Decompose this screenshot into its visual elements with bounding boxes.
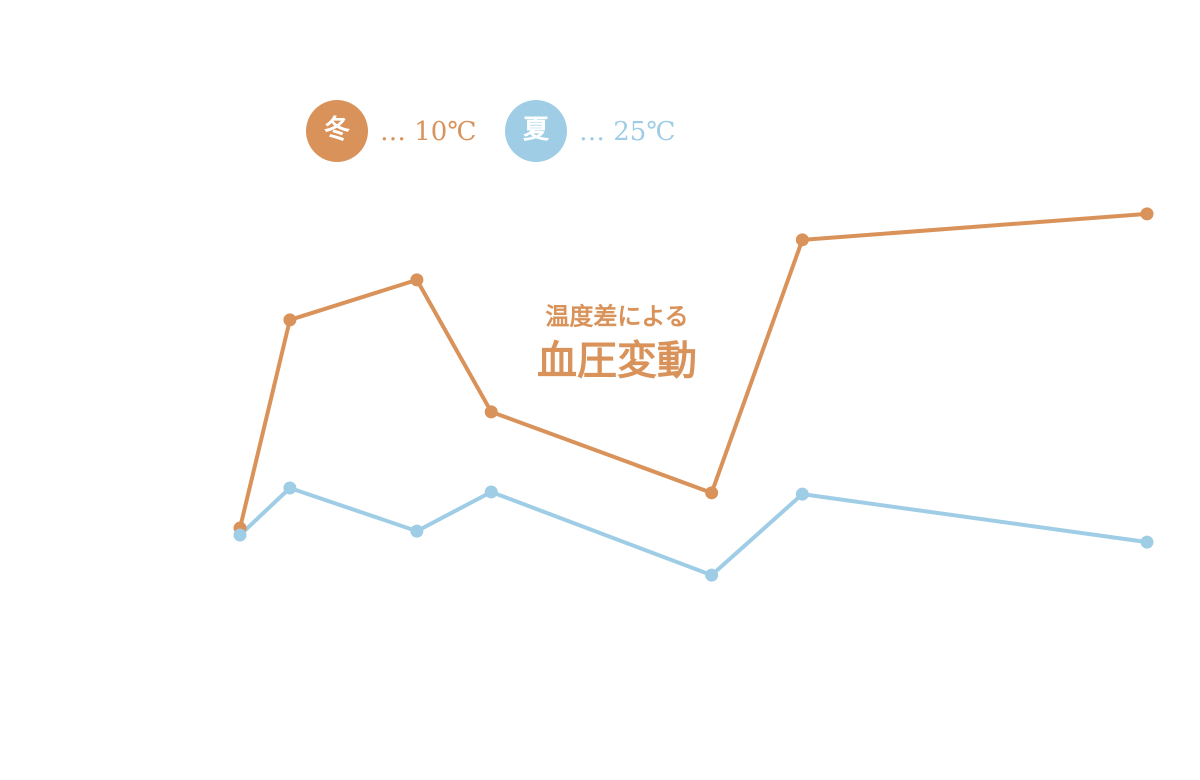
series-line	[238, 486, 1148, 578]
data-point	[705, 486, 719, 500]
annotation-line: 温度差による	[545, 302, 688, 331]
legend-swatch	[505, 100, 567, 162]
data-point	[705, 568, 719, 582]
data-point	[410, 524, 424, 538]
annotation-title: 血圧変動	[537, 337, 697, 384]
data-point	[283, 313, 297, 327]
data-point	[795, 487, 809, 501]
data-point	[1140, 535, 1154, 549]
legend-label: 夏	[523, 115, 550, 145]
data-point	[1140, 207, 1154, 221]
data-point	[283, 481, 297, 495]
legend-note: … 25℃	[579, 117, 675, 147]
data-point	[233, 528, 247, 542]
legend-note: … 10℃	[380, 117, 476, 147]
legend-swatch	[306, 100, 368, 162]
legend-label: 冬	[324, 115, 350, 145]
data-point	[410, 273, 424, 287]
data-point	[484, 405, 498, 419]
data-point	[795, 233, 809, 247]
data-point	[484, 485, 498, 499]
